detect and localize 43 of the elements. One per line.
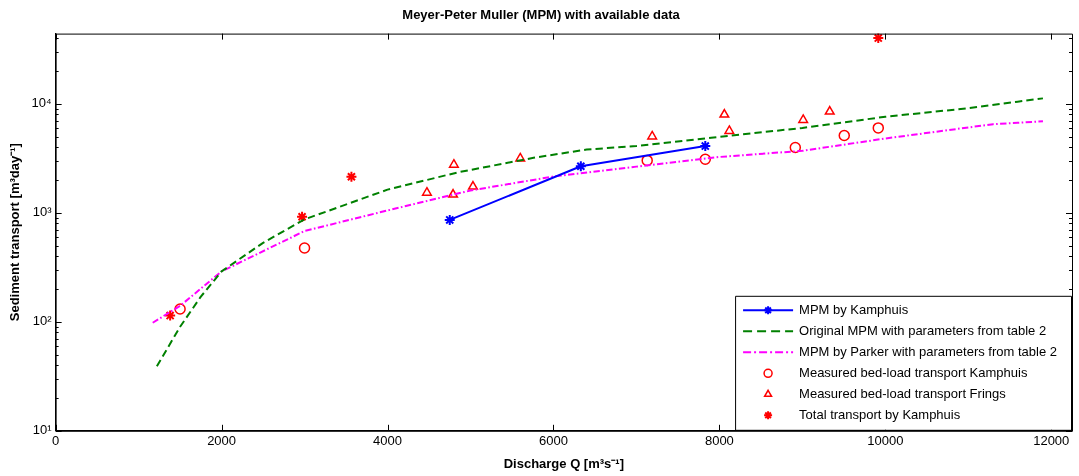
point <box>174 303 186 315</box>
point <box>798 114 809 124</box>
x-tick-label: 8000 <box>704 433 734 449</box>
x-tick-label: 4000 <box>373 433 402 449</box>
line-series <box>155 97 1044 368</box>
legend-label: Measured bed-load transport Kamphuis <box>799 364 1028 380</box>
point <box>647 130 658 140</box>
point <box>448 158 459 168</box>
legend-label: MPM by Parker with parameters from table 2 <box>799 343 1057 359</box>
point <box>298 242 311 254</box>
legend-label: Original MPM with parameters from table 2 <box>799 322 1047 338</box>
x-tick-label: 6000 <box>538 433 568 449</box>
legend-label: Total transport by Kamphuis <box>799 406 961 422</box>
point <box>719 108 730 118</box>
line-series <box>151 120 1044 324</box>
x-tick-label: 12000 <box>1033 433 1070 449</box>
point <box>164 309 177 322</box>
y-tick-label: 10³ <box>32 204 53 220</box>
point <box>838 129 850 142</box>
point <box>296 210 309 223</box>
point <box>789 141 802 154</box>
point <box>345 170 358 183</box>
x-axis-title: Discharge Q [m³s⁻¹] <box>503 455 624 471</box>
point <box>872 122 885 134</box>
y-tick-label: 10² <box>32 313 53 329</box>
x-tick-label: 2000 <box>207 433 237 449</box>
point <box>467 180 479 190</box>
x-tick-label: 0 <box>52 433 60 449</box>
point <box>641 154 653 167</box>
legend-label: MPM by Kamphuis <box>799 301 909 317</box>
x-tick-label: 10000 <box>867 433 904 449</box>
chart-title: Meyer-Peter Muller (MPM) with available data <box>402 7 681 23</box>
point <box>515 152 526 162</box>
y-axis-title: Sediment transport [m³day⁻¹] <box>7 143 23 322</box>
legend-label: Measured bed-load transport Frings <box>799 385 1007 401</box>
point <box>724 125 735 135</box>
y-tick-label: 10¹ <box>32 422 53 438</box>
point <box>699 153 712 165</box>
y-tick-label: 10⁴ <box>31 95 52 111</box>
point <box>574 160 587 173</box>
point <box>421 186 433 196</box>
point <box>447 188 459 198</box>
point <box>824 105 835 115</box>
